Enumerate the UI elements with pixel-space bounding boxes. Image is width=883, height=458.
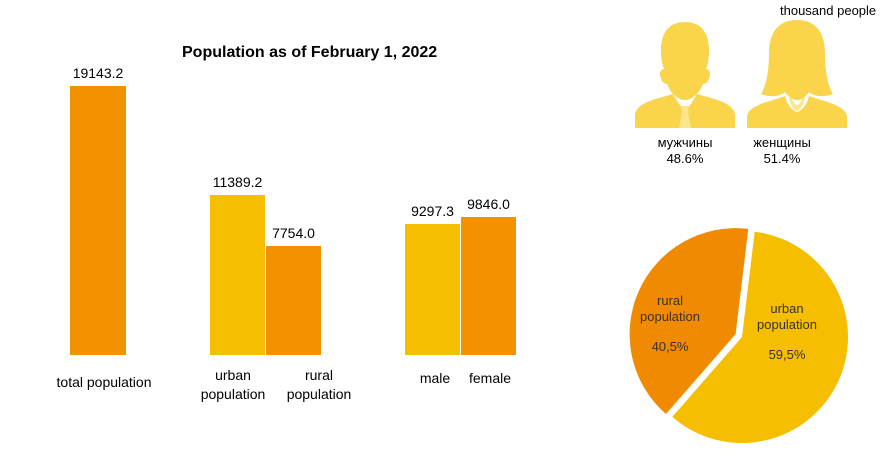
male-label: мужчины xyxy=(657,135,713,150)
female-share-label: женщины 51.4% xyxy=(737,135,827,167)
pie-label-urban-line1: urban xyxy=(770,301,804,316)
pie-chart xyxy=(629,228,848,443)
pie-label-rural-line1: rural xyxy=(656,293,683,308)
female-percent: 51.4% xyxy=(763,151,801,166)
value-label-total-population: 19143.2 xyxy=(72,65,124,81)
category-label-rural-population: rural population xyxy=(286,367,352,402)
category-label-total-population: total population xyxy=(56,374,152,390)
pie-slice-rural-population xyxy=(629,228,749,415)
female-label: женщины xyxy=(753,135,811,150)
male-share-label: мужчины 48.6% xyxy=(640,135,730,167)
bar-female xyxy=(461,217,516,355)
value-label-urban-population: 11389.2 xyxy=(212,174,263,190)
pie-label-urban: urban population 59,5% xyxy=(755,301,819,363)
pie-value-rural: 40,5% xyxy=(651,339,689,354)
bar-total-population xyxy=(70,86,126,355)
bar-rural-population xyxy=(266,246,321,355)
female-person-icon xyxy=(747,20,847,128)
bar-male xyxy=(405,224,460,355)
bar-urban-population xyxy=(210,195,265,355)
pie-slice-urban-population xyxy=(672,231,848,443)
category-label-urban-population: urban population xyxy=(200,367,266,402)
value-label-rural-population: 7754.0 xyxy=(272,225,315,241)
pie-label-rural: rural population 40,5% xyxy=(640,293,700,355)
pie-value-urban: 59,5% xyxy=(768,347,806,362)
male-person-icon xyxy=(635,22,735,128)
chart-title: Population as of February 1, 2022 xyxy=(182,44,438,61)
unit-label: thousand people xyxy=(780,3,877,18)
category-label-female: female xyxy=(468,370,512,386)
pie-label-urban-line2: population xyxy=(757,317,817,332)
pie-label-rural-line2: population xyxy=(640,309,700,324)
value-label-male: 9297.3 xyxy=(411,203,454,219)
value-label-female: 9846.0 xyxy=(467,196,510,212)
category-label-male: male xyxy=(419,370,451,386)
male-percent: 48.6% xyxy=(666,151,704,166)
